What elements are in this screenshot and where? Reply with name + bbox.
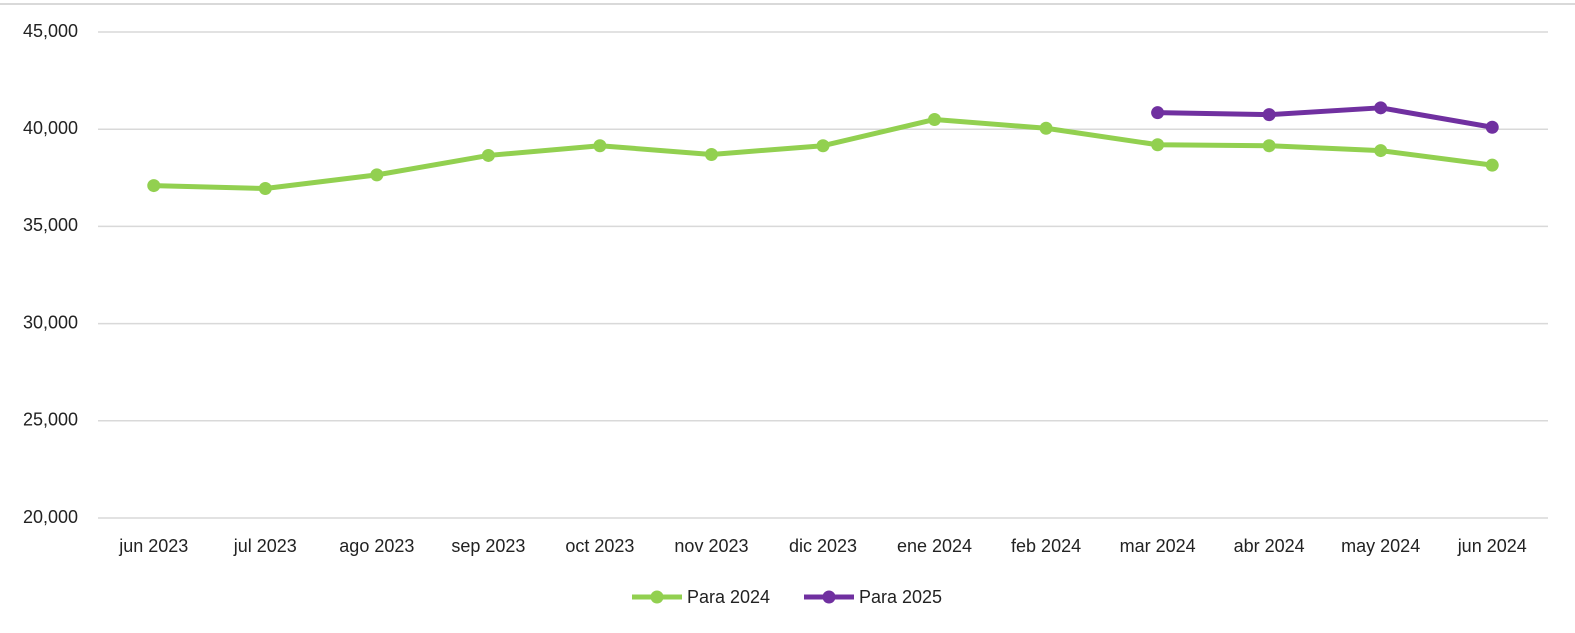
point [1039,121,1053,135]
legend-marker [822,590,836,604]
x-tick-label: sep 2023 [451,536,525,556]
point [258,181,272,195]
legend-marker [650,590,664,604]
series-line [1157,105,1493,130]
y-tick-label: 30,000 [23,312,78,332]
point [481,148,495,162]
point [1151,106,1165,120]
y-tick-label: 20,000 [23,507,78,527]
y-tick-label: 25,000 [23,410,78,430]
y-tick-label: 45,000 [23,21,78,41]
x-tick-label: abr 2024 [1234,536,1305,556]
x-tick-label: jun 2024 [1457,536,1527,556]
x-tick-label: mar 2024 [1120,536,1196,556]
legend-label: Para 2024 [687,587,770,607]
point [928,112,942,126]
point [816,139,830,153]
point [1374,144,1388,158]
legend-label: Para 2025 [859,587,942,607]
x-tick-label: oct 2023 [565,536,634,556]
point [1485,158,1499,172]
point [593,139,607,153]
point [1374,101,1388,115]
x-tick-label: may 2024 [1341,536,1420,556]
x-tick-label: ago 2023 [339,536,414,556]
point [704,147,718,161]
x-tick-label: feb 2024 [1011,536,1081,556]
x-tick-label: dic 2023 [789,536,857,556]
point [147,179,161,193]
point [370,168,384,182]
point [1485,120,1499,134]
x-tick-label: ene 2024 [897,536,972,556]
x-tick-label: jul 2023 [233,536,297,556]
point [1262,108,1276,122]
y-tick-label: 35,000 [23,215,78,235]
x-tick-label: jun 2023 [118,536,188,556]
point [1262,139,1276,153]
x-tick-label: nov 2023 [674,536,748,556]
y-tick-label: 40,000 [23,118,78,138]
point [1151,138,1165,152]
